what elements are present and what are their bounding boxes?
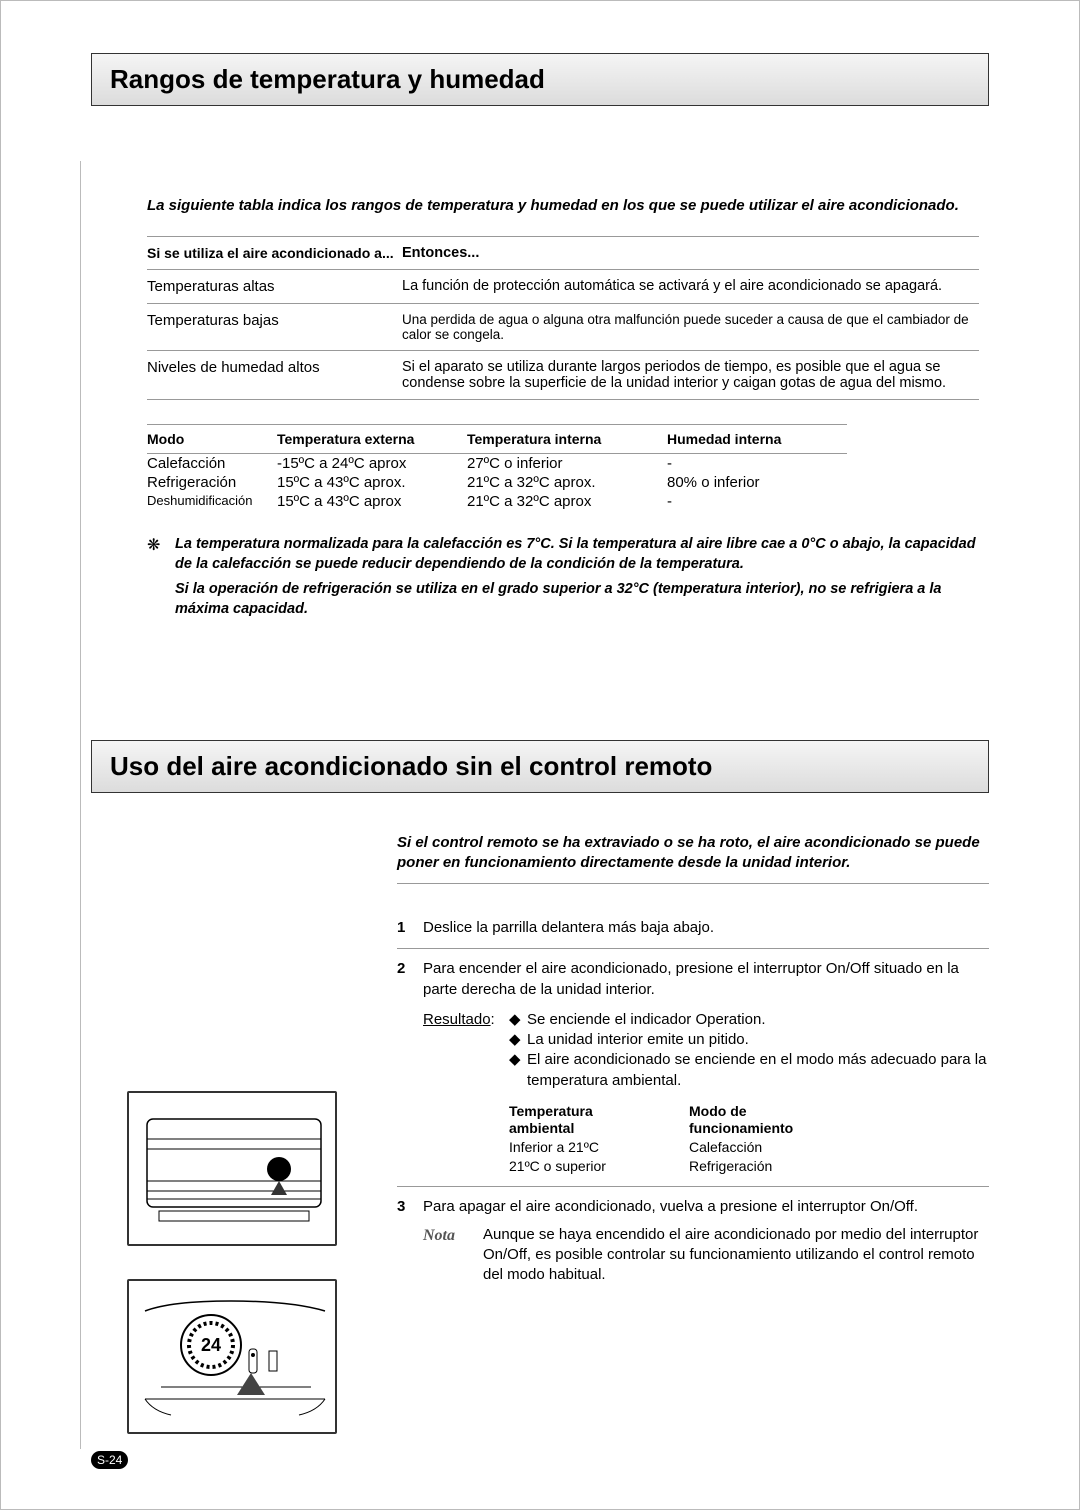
table-row: Temperaturas bajas Una perdida de agua o… [147,304,979,351]
bullet-icon: ◆ [509,1050,527,1091]
table-cell: - [667,455,847,472]
table-header: Temperatura externa [277,431,467,447]
table-cell: Deshumidificación [147,493,277,510]
mini-header: funcionamiento [689,1120,869,1138]
table-row: Deshumidificación 15ºC a 43ºC aprox 21ºC… [147,492,847,511]
step-text: Deslice la parrilla delantera más baja a… [423,918,989,938]
bullet-text: La unidad interior emite un pitido. [527,1030,749,1050]
mini-cell: Refrigeración [689,1157,869,1176]
table-cell: Una perdida de agua o alguna otra malfun… [402,312,979,342]
section2-intro: Si el control remoto se ha extraviado o … [397,833,989,874]
step-body: Para apagar el aire acondicionado, vuelv… [423,1197,989,1286]
footnote-spacer [147,580,175,619]
conditions-table: Si se utiliza el aire acondicionado a...… [147,236,979,400]
table-cell: Niveles de humedad altos [147,359,402,376]
step-item: 3 Para apagar el aire acondicionado, vue… [397,1187,989,1296]
table-cell: 15ºC a 43ºC aprox. [277,474,467,491]
footnote-text: Si la operación de refrigeración se util… [175,580,979,619]
table-cell: 21ºC a 32ºC aprox. [467,474,667,491]
mini-cell: Inferior a 21ºC [509,1138,689,1157]
table-cell: Temperaturas altas [147,278,402,295]
section1-intro: La siguiente tabla indica los rangos de … [147,196,979,216]
switch-illustration: 24 [127,1279,337,1434]
table-cell: - [667,493,847,510]
result-label: Resultado: [423,1010,509,1176]
left-margin-rule [80,161,81,1449]
table-cell: Si el aparato se utiliza durante largos … [402,359,979,391]
asterisk-icon: ❋ [147,535,175,574]
result-list: ◆Se enciende el indicador Operation. ◆La… [509,1010,989,1176]
step-number: 3 [397,1197,423,1286]
bullet-icon: ◆ [509,1010,527,1030]
table-cell: Refrigeración [147,474,277,491]
temp-mode-table: Temperatura ambiental Inferior a 21ºC 21… [509,1103,869,1176]
note-row: Nota Aunque se haya encendido el aire ac… [423,1225,989,1286]
table-row: Modo Temperatura externa Temperatura int… [147,424,847,454]
section2-heading-box: Uso del aire acondicionado sin el contro… [91,740,989,793]
step-text: Para encender el aire acondicionado, pre… [423,960,959,997]
table-cell: -15ºC a 24ºC aprox [277,455,467,472]
table-header: Modo [147,431,277,447]
bullet-icon: ◆ [509,1030,527,1050]
table-header: Temperatura interna [467,431,667,447]
table-row: Si se utiliza el aire acondicionado a...… [147,236,979,270]
table-cell: Calefacción [147,455,277,472]
mini-header: ambiental [509,1120,689,1138]
table-header: Entonces... [402,245,979,261]
step-item: 1 Deslice la parrilla delantera más baja… [397,908,989,949]
bullet-text: Se enciende el indicador Operation. [527,1010,766,1030]
table-cell: Temperaturas bajas [147,312,402,329]
table-row: Calefacción -15ºC a 24ºC aprox 27ºC o in… [147,454,847,473]
footnote-row: Si la operación de refrigeración se util… [147,580,979,619]
footnote-text: La temperatura normalizada para la calef… [175,535,979,574]
unit-illustration [127,1091,337,1246]
manual-page: Rangos de temperatura y humedad La sigui… [0,0,1080,1510]
mini-cell: 21ºC o superior [509,1157,689,1176]
mini-header: Modo de [689,1103,869,1121]
steps-list: 1 Deslice la parrilla delantera más baja… [397,908,989,1296]
table-cell: 15ºC a 43ºC aprox [277,493,467,510]
bullet-text: El aire acondicionado se enciende en el … [527,1050,989,1091]
table-header: Humedad interna [667,431,847,447]
svg-text:24: 24 [201,1335,221,1355]
table-row: Temperaturas altas La función de protecc… [147,270,979,304]
table-row: Refrigeración 15ºC a 43ºC aprox. 21ºC a … [147,473,847,492]
table-row: Niveles de humedad altos Si el aparato s… [147,351,979,400]
note-label: Nota [423,1225,483,1286]
section1-title: Rangos de temperatura y humedad [110,64,545,94]
table-cell: 80% o inferior [667,474,847,491]
modes-table: Modo Temperatura externa Temperatura int… [147,424,847,511]
mini-header: Temperatura [509,1103,689,1121]
note-text: Aunque se haya encendido el aire acondic… [483,1225,989,1286]
step-body: Para encender el aire acondicionado, pre… [423,959,989,1175]
footnote-row: ❋ La temperatura normalizada para la cal… [147,535,979,574]
step-number: 1 [397,918,423,938]
table-cell: La función de protección automática se a… [402,278,979,294]
step-number: 2 [397,959,423,1175]
table-header: Si se utiliza el aire acondicionado a... [147,245,402,261]
result-row: Resultado: ◆Se enciende el indicador Ope… [423,1010,989,1176]
table-cell: 27ºC o inferior [467,455,667,472]
table-cell: 21ºC a 32ºC aprox [467,493,667,510]
section1-heading-box: Rangos de temperatura y humedad [91,53,989,106]
step-text: Para apagar el aire acondicionado, vuelv… [423,1198,918,1215]
section2-intro-wrap: Si el control remoto se ha extraviado o … [397,833,989,885]
step-item: 2 Para encender el aire acondicionado, p… [397,949,989,1186]
section2-title: Uso del aire acondicionado sin el contro… [110,751,712,781]
mini-cell: Calefacción [689,1138,869,1157]
page-number-badge: S-24 [91,1451,128,1469]
